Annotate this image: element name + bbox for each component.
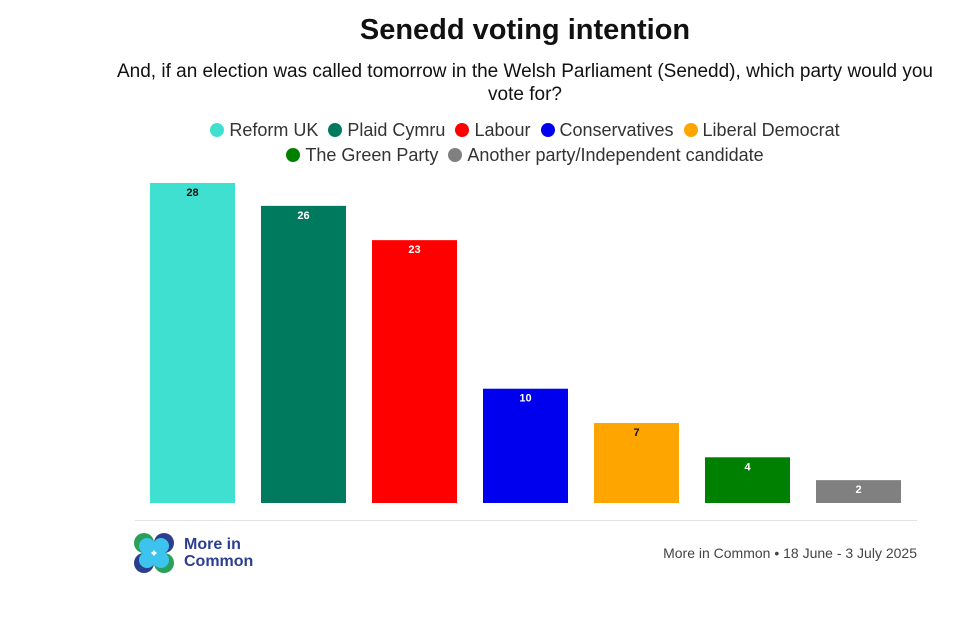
legend-dot-icon bbox=[328, 123, 343, 137]
legend-label: Conservatives bbox=[559, 120, 674, 140]
legend-dot-icon bbox=[540, 123, 555, 137]
legend-item: Plaid Cymru bbox=[328, 118, 445, 143]
divider bbox=[135, 520, 917, 521]
chart-title: Senedd voting intention bbox=[359, 14, 691, 46]
data-label: 10 bbox=[519, 393, 531, 405]
more-in-common-logo-icon bbox=[134, 533, 174, 573]
legend-label: Plaid Cymru bbox=[347, 120, 446, 140]
data-label: 7 bbox=[633, 427, 639, 439]
logo-text: More in Common bbox=[184, 536, 253, 570]
source-note: More in Common • 18 June - 3 July 2025 bbox=[663, 545, 917, 561]
legend-dot-icon bbox=[210, 123, 225, 137]
bar-the-green-party bbox=[705, 457, 790, 503]
data-label: 4 bbox=[744, 461, 751, 473]
bar-labour bbox=[372, 240, 457, 503]
legend-item: The Green Party bbox=[286, 143, 438, 168]
data-label: 28 bbox=[186, 187, 198, 199]
legend-item: Liberal Democrat bbox=[683, 118, 840, 143]
bar-reform-uk bbox=[150, 183, 235, 503]
legend-label: Another party/Independent candidate bbox=[467, 145, 764, 165]
bar-liberal-democrat bbox=[594, 423, 679, 503]
legend-label: Liberal Democrat bbox=[702, 120, 840, 140]
legend-dot-icon bbox=[286, 148, 301, 162]
bar-conservatives bbox=[483, 388, 568, 503]
logo-text-line1: More in bbox=[184, 536, 241, 553]
chart-subtitle: And, if an election was called tomorrow … bbox=[117, 61, 933, 105]
legend-item: Reform UK bbox=[210, 118, 318, 143]
legend-dot-icon bbox=[683, 123, 698, 137]
legend-label: Labour bbox=[474, 120, 531, 140]
legend-item: Another party/Independent candidate bbox=[448, 143, 764, 168]
legend: Reform UK Plaid Cymru Labour Conservatives L… bbox=[120, 118, 930, 168]
data-label: 2 bbox=[855, 484, 861, 496]
legend-item: Labour bbox=[455, 118, 531, 143]
legend-dot-icon bbox=[455, 123, 470, 137]
legend-label: Reform UK bbox=[229, 120, 319, 140]
bar-plaid-cymru bbox=[261, 205, 346, 503]
data-label: 26 bbox=[297, 210, 309, 222]
data-label: 23 bbox=[408, 244, 420, 256]
legend-dot-icon bbox=[448, 148, 463, 162]
legend-item: Conservatives bbox=[540, 118, 674, 143]
bar-another-party-independent-candidate bbox=[816, 480, 901, 503]
logo-text-line2: Common bbox=[184, 553, 254, 570]
legend-label: The Green Party bbox=[305, 145, 439, 165]
